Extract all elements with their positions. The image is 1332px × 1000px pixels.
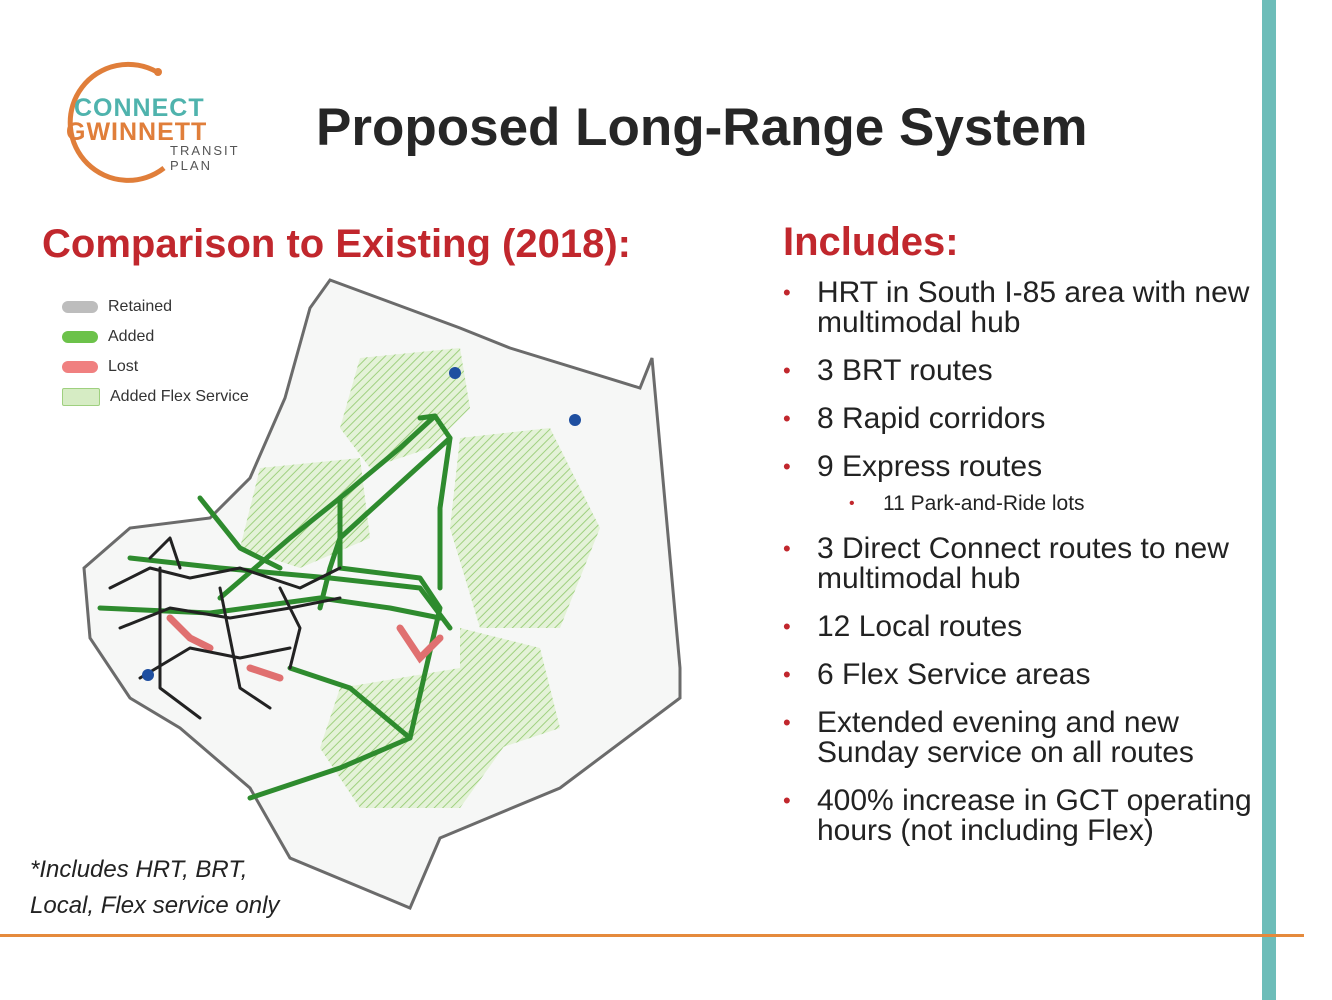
legend-swatch-added [62,331,98,343]
bullet-icon: • [783,358,791,383]
slide-title: Proposed Long-Range System [316,98,1088,157]
legend-row-lost: Lost [62,352,249,382]
list-item-text: 8 Rapid corridors [817,402,1046,435]
flex-area-southeast [460,628,560,748]
list-item: • 6 Flex Service areas [783,660,1263,690]
bottom-horizontal-rule [0,934,1304,937]
legend-label-added: Added [108,328,155,345]
bullet-icon: • [783,614,791,639]
flex-area-north [340,348,470,468]
list-subitem: • 11 Park-and-Ride lots [783,492,1263,516]
right-vertical-rule [1262,0,1276,1000]
route-comparison-map [40,268,720,928]
list-item-text: 11 Park-and-Ride lots [883,492,1085,515]
list-item: • 3 Direct Connect routes to new multimod… [783,534,1263,594]
legend-row-retained: Retained [62,292,249,322]
bullet-icon: • [783,536,791,561]
retained-routes [108,536,342,720]
list-item: • 8 Rapid corridors [783,404,1263,434]
comparison-heading: Comparison to Existing (2018): [42,222,631,266]
connect-gwinnett-logo: CONNECT GWINNETT TRANSIT PLAN [52,60,252,185]
list-item-text: 400% increase in GCT operating hours (no… [817,784,1252,847]
bullet-icon: • [849,495,855,512]
list-item-text: Extended evening and new Sunday service … [817,706,1194,769]
bullet-icon: • [783,280,791,305]
map-footnote: *Includes HRT, BRT, Local, Flex service … [30,852,330,924]
legend-row-flex: Added Flex Service [62,382,249,412]
legend-label-flex: Added Flex Service [110,388,249,405]
map-legend: Retained Added Lost Added Flex Service [62,292,249,412]
legend-label-lost: Lost [108,358,139,375]
added-routes [97,413,453,801]
list-item-text: 9 Express routes [817,450,1043,483]
logo-connect-text: CONNECT [74,94,205,122]
list-item: • 12 Local routes [783,612,1263,642]
list-item: • 400% increase in GCT operating hours (n… [783,786,1263,846]
logo-transit-text: TRANSIT [170,143,240,158]
list-item-text: 12 Local routes [817,610,1023,643]
includes-list: • HRT in South I-85 area with new multimo… [783,278,1263,864]
includes-heading: Includes: [783,220,959,264]
list-item-text: 6 Flex Service areas [817,658,1091,691]
legend-swatch-flex [62,388,100,406]
list-item: • 3 BRT routes [783,356,1263,386]
highway-shields [142,367,581,681]
bullet-icon: • [783,662,791,687]
bullet-icon: • [783,788,791,813]
legend-swatch-lost [62,361,98,373]
list-item: • Extended evening and new Sunday service… [783,708,1263,768]
flex-area-east [450,428,600,628]
bullet-icon: • [783,710,791,735]
legend-label-retained: Retained [108,298,173,315]
footnote-line-1: *Includes HRT, BRT, [30,856,248,883]
logo-gwinnett-text: GWINNETT [66,118,208,146]
list-item: • 9 Express routes [783,452,1263,482]
logo-plan-text: PLAN [170,158,212,173]
gwinnett-county-map [82,278,682,910]
footnote-line-2: Local, Flex service only [30,892,280,919]
bullet-icon: • [783,406,791,431]
legend-swatch-retained [62,301,98,313]
list-item-text: 3 Direct Connect routes to new multimoda… [817,532,1229,595]
lost-routes [166,614,444,682]
bullet-icon: • [783,454,791,479]
logo-ring-icon [67,61,166,183]
list-item: • HRT in South I-85 area with new multimo… [783,278,1263,338]
legend-row-added: Added [62,322,249,352]
list-item-text: HRT in South I-85 area with new multimod… [817,276,1250,339]
list-item-text: 3 BRT routes [817,354,993,387]
